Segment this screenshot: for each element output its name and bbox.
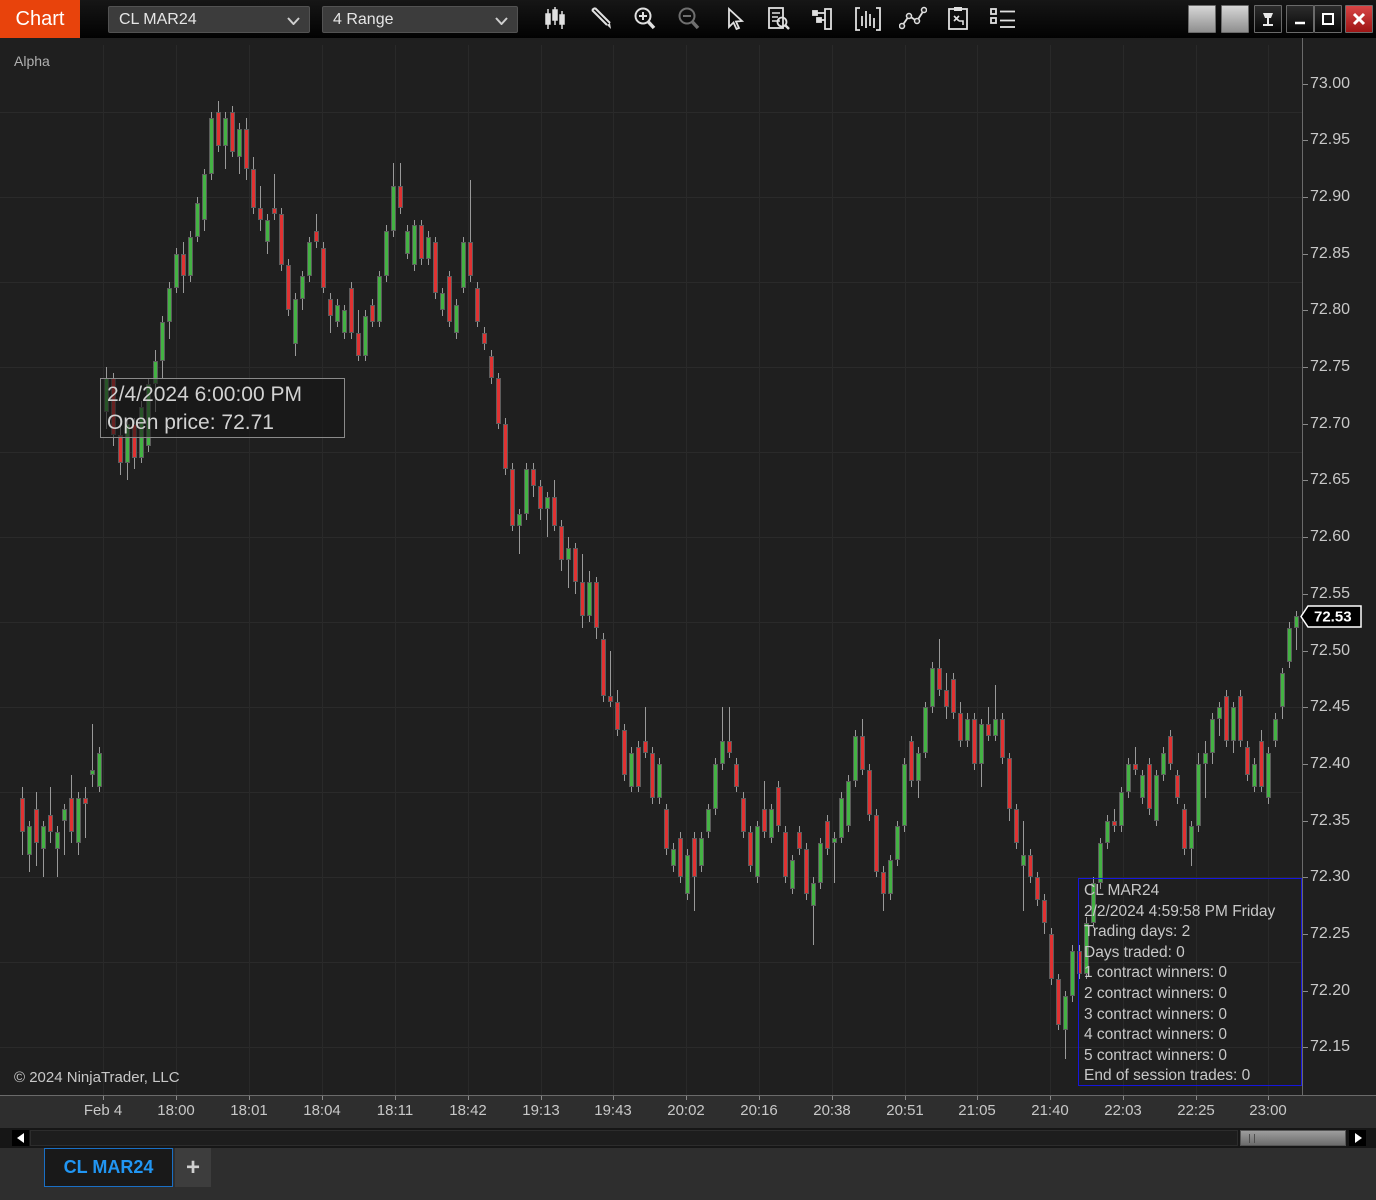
arrow-right-icon [1354, 1133, 1362, 1143]
chart-trader-icon[interactable] [809, 5, 839, 33]
horizontal-scrollbar[interactable] [0, 1128, 1376, 1148]
interval-link-button[interactable] [1221, 5, 1249, 33]
cursor-icon[interactable] [719, 5, 749, 33]
time-axis-label: 20:51 [886, 1102, 924, 1119]
scrollbar-thumb[interactable] [1240, 1130, 1346, 1146]
tab-bar: CL MAR24 + [0, 1148, 1376, 1200]
time-axis-label: 23:00 [1249, 1102, 1287, 1119]
chart-style-icon[interactable] [540, 5, 570, 33]
time-axis-label: 22:03 [1104, 1102, 1142, 1119]
price-axis-divider [1302, 38, 1303, 1095]
scrollbar-track[interactable] [30, 1130, 1238, 1146]
last-price-tag: 72.53 [1300, 605, 1362, 629]
info-line: 2 contract winners: 0 [1084, 984, 1228, 1002]
arrow-left-icon [16, 1133, 24, 1143]
maximize-icon [1322, 13, 1334, 25]
zoom-out-icon[interactable] [674, 5, 704, 33]
panel-label: Alpha [14, 53, 50, 69]
tooltip-open-price: Open price: 72.71 [107, 411, 274, 434]
thumb-grip [1249, 1134, 1250, 1143]
time-axis-label: 22:25 [1177, 1102, 1215, 1119]
minimize-button[interactable] [1286, 5, 1314, 33]
tab-cl-mar24[interactable]: CL MAR24 [44, 1148, 173, 1187]
scroll-right-button[interactable] [1349, 1130, 1366, 1146]
title-bar[interactable]: Chart CL MAR24 4 Range [0, 0, 1376, 38]
info-line: 1 contract winners: 0 [1084, 964, 1228, 982]
instrument-link-button[interactable] [1188, 5, 1216, 33]
pin-button[interactable] [1254, 5, 1282, 33]
drawing-objects-icon[interactable] [898, 5, 928, 33]
add-tab-button[interactable]: + [175, 1148, 211, 1187]
maximize-button[interactable] [1314, 5, 1342, 33]
chart-menu-button[interactable]: Chart [0, 0, 80, 38]
info-line: 5 contract winners: 0 [1084, 1046, 1228, 1064]
time-axis-label: 18:01 [230, 1102, 268, 1119]
copyright-text: © 2024 NinjaTrader, LLC [14, 1069, 180, 1086]
close-button[interactable] [1345, 5, 1373, 33]
instrument-selector-value: CL MAR24 [119, 10, 197, 28]
info-line: Days traded: 0 [1084, 943, 1185, 961]
drawing-tools-icon[interactable] [586, 5, 616, 33]
time-axis-label: 21:40 [1031, 1102, 1069, 1119]
scroll-left-button[interactable] [12, 1130, 29, 1146]
info-timestamp: 2/2/2024 4:59:58 PM Friday [1084, 902, 1276, 920]
data-box-icon[interactable] [763, 5, 793, 33]
close-icon [1352, 12, 1366, 26]
info-instrument: CL MAR24 [1084, 882, 1160, 899]
strategies-icon[interactable] [944, 5, 974, 33]
time-axis-label: Feb 4 [83, 1102, 123, 1119]
chevron-down-icon [495, 17, 508, 25]
properties-icon[interactable] [988, 5, 1018, 33]
time-axis-label: 19:13 [522, 1102, 560, 1119]
last-price-value: 72.53 [1314, 609, 1352, 626]
chart-plot-background[interactable] [0, 38, 1376, 1095]
thumb-grip [1254, 1134, 1255, 1143]
strategy-info-box[interactable]: CL MAR24 2/2/2024 4:59:58 PM Friday Trad… [1078, 878, 1302, 1086]
time-axis-label: 21:05 [958, 1102, 996, 1119]
interval-selector[interactable]: 4 Range [322, 6, 518, 33]
time-axis-divider [0, 1095, 1376, 1096]
info-line: Trading days: 2 [1084, 923, 1191, 941]
info-line: 4 contract winners: 0 [1084, 1026, 1228, 1044]
minimize-icon [1295, 21, 1305, 25]
time-axis-label: 18:42 [449, 1102, 487, 1119]
time-axis-label: 18:04 [303, 1102, 341, 1119]
time-axis-label: 20:38 [813, 1102, 851, 1119]
chevron-down-icon [287, 17, 300, 25]
time-axis-label: 20:02 [667, 1102, 705, 1119]
time-axis-label: 18:11 [376, 1102, 414, 1119]
tooltip-timestamp: 2/4/2024 6:00:00 PM [107, 383, 302, 406]
info-line: End of session trades: 0 [1084, 1067, 1251, 1085]
time-axis-label: 19:43 [594, 1102, 632, 1119]
time-axis-label: 18:00 [157, 1102, 195, 1119]
pin-icon [1263, 13, 1273, 26]
bar-tooltip: 2/4/2024 6:00:00 PM Open price: 72.71 [100, 378, 345, 438]
instrument-selector[interactable]: CL MAR24 [108, 6, 310, 33]
zoom-in-icon[interactable] [630, 5, 660, 33]
info-line: 3 contract winners: 0 [1084, 1005, 1228, 1023]
interval-selector-value: 4 Range [333, 10, 394, 28]
time-axis-label: 20:16 [740, 1102, 778, 1119]
indicators-icon[interactable] [853, 5, 883, 33]
